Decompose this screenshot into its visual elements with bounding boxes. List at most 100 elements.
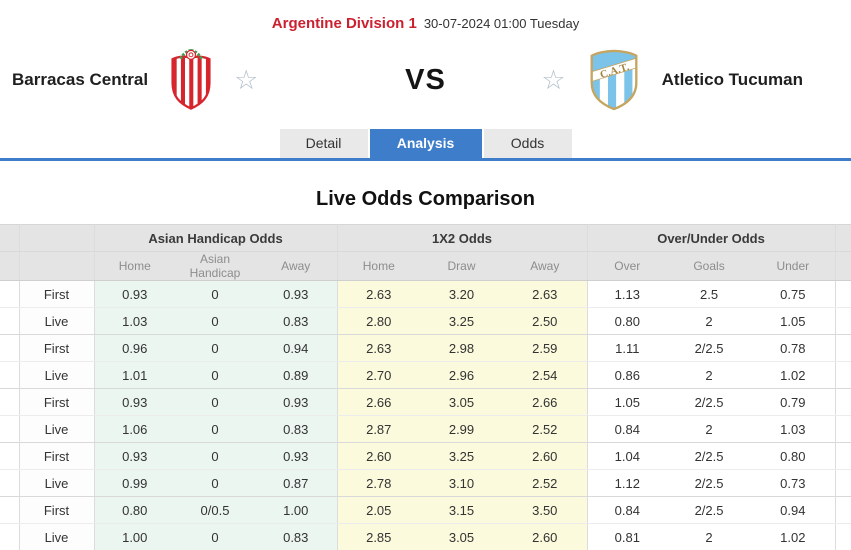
col-header-ah-home: Home: [93, 251, 175, 281]
ou-over-odds: 0.84: [586, 496, 668, 524]
tab-analysis[interactable]: Analysis: [369, 129, 482, 158]
ah-home-odds: 1.00: [93, 523, 175, 550]
edge-cell: [834, 280, 851, 308]
x2-draw-odds: 3.25: [420, 442, 503, 470]
col-header-ou-over: Over: [586, 251, 668, 281]
ou-under-odds: 0.73: [751, 469, 836, 497]
table-group-header-row: Asian Handicap Odds 1X2 Odds Over/Under …: [0, 224, 851, 252]
home-team-block: Barracas Central ☆: [12, 49, 258, 111]
ah-away-odds: 0.94: [255, 334, 337, 362]
group-header-over-under: Over/Under Odds: [586, 224, 836, 252]
home-team-logo-icon: [171, 49, 211, 110]
ou-goals-line: 2: [667, 415, 752, 443]
x2-draw-odds: 2.96: [420, 361, 503, 389]
odds-row-live-3: Live 1.06 0 0.83 2.87 2.99 2.52 0.84 2 1.03: [0, 415, 851, 443]
edge-cell: [834, 251, 851, 281]
x2-draw-odds: 3.05: [420, 388, 503, 416]
odds-row-first-2: First 0.96 0 0.94 2.63 2.98 2.59 1.11 2/2.5 0.78: [0, 334, 851, 362]
x2-draw-odds: 2.99: [420, 415, 503, 443]
edge-cell: [834, 469, 851, 497]
x2-away-odds: 2.59: [503, 334, 588, 362]
x2-away-odds: 2.60: [503, 442, 588, 470]
home-favorite-star-icon[interactable]: ☆: [234, 64, 259, 95]
row-type-label: First: [18, 334, 94, 362]
ou-over-odds: 0.84: [586, 415, 668, 443]
x2-home-odds: 2.70: [336, 361, 420, 389]
edge-cell: [834, 523, 851, 550]
ou-under-odds: 0.75: [751, 280, 836, 308]
ah-away-odds: 0.93: [255, 280, 337, 308]
edge-cell: [834, 442, 851, 470]
row-type-label: Live: [18, 469, 94, 497]
odds-row-live-2: Live 1.01 0 0.89 2.70 2.96 2.54 0.86 2 1.02: [0, 361, 851, 389]
ah-home-odds: 0.99: [93, 469, 175, 497]
x2-away-odds: 2.63: [503, 280, 588, 308]
league-name[interactable]: Argentine Division 1: [271, 15, 417, 32]
ah-home-odds: 0.80: [93, 496, 175, 524]
edge-cell: [834, 361, 851, 389]
ah-home-odds: 1.03: [93, 307, 175, 335]
edge-cell: [0, 361, 19, 389]
odds-row-first-5: First 0.80 0/0.5 1.00 2.05 3.15 3.50 0.84 2/2.5 0…: [0, 496, 851, 524]
ah-home-odds: 0.93: [93, 280, 175, 308]
ah-handicap-line: 0: [175, 523, 255, 550]
x2-home-odds: 2.87: [336, 415, 420, 443]
edge-cell: [0, 469, 19, 497]
ou-goals-line: 2/2.5: [667, 388, 752, 416]
x2-draw-odds: 3.05: [420, 523, 503, 550]
section-title: Live Odds Comparison: [316, 188, 535, 210]
ou-over-odds: 0.81: [586, 523, 668, 550]
edge-cell: [0, 388, 19, 416]
x2-home-odds: 2.63: [336, 280, 420, 308]
ah-away-odds: 0.83: [255, 523, 337, 550]
ou-over-odds: 1.04: [586, 442, 668, 470]
x2-away-odds: 2.54: [503, 361, 588, 389]
ah-away-odds: 0.83: [255, 307, 337, 335]
x2-draw-odds: 3.10: [420, 469, 503, 497]
away-team-name[interactable]: Atletico Tucuman: [661, 70, 803, 89]
col-header-ou-goals: Goals: [667, 251, 752, 281]
ah-handicap-line: 0/0.5: [175, 496, 255, 524]
ah-handicap-line: 0: [175, 388, 255, 416]
ou-goals-line: 2: [667, 523, 752, 550]
x2-away-odds: 2.50: [503, 307, 588, 335]
ah-handicap-line: 0: [175, 361, 255, 389]
ah-handicap-line: 0: [175, 334, 255, 362]
ou-goals-line: 2: [667, 307, 752, 335]
tab-odds[interactable]: Odds: [483, 129, 572, 158]
x2-home-odds: 2.85: [336, 523, 420, 550]
col-header-1x2-away: Away: [503, 251, 588, 281]
edge-cell: [834, 496, 851, 524]
away-team-block: ☆ C.A.T. Atletico Tucuman: [541, 48, 803, 112]
x2-home-odds: 2.63: [336, 334, 420, 362]
ou-goals-line: 2/2.5: [667, 442, 752, 470]
kickoff-datetime: 30-07-2024 01:00 Tuesday: [423, 16, 580, 31]
x2-draw-odds: 3.25: [420, 307, 503, 335]
ah-home-odds: 0.93: [93, 388, 175, 416]
teams-strip: Barracas Central ☆ VS: [0, 37, 851, 123]
ou-over-odds: 1.13: [586, 280, 668, 308]
ou-goals-line: 2/2.5: [667, 469, 752, 497]
table-column-header-row: Home Asian Handicap Away Home Draw Away …: [0, 251, 851, 281]
x2-draw-odds: 3.20: [420, 280, 503, 308]
ou-under-odds: 1.02: [751, 523, 836, 550]
x2-draw-odds: 3.15: [420, 496, 503, 524]
ah-home-odds: 1.06: [93, 415, 175, 443]
ou-over-odds: 1.12: [586, 469, 668, 497]
col-header-ah-handicap: Asian Handicap: [175, 251, 255, 281]
ou-under-odds: 0.78: [751, 334, 836, 362]
ah-home-odds: 1.01: [93, 361, 175, 389]
ah-handicap-line: 0: [175, 442, 255, 470]
tab-detail[interactable]: Detail: [279, 129, 368, 158]
row-type-label: First: [18, 388, 94, 416]
ah-handicap-line: 0: [175, 280, 255, 308]
ah-away-odds: 0.89: [255, 361, 337, 389]
ah-handicap-line: 0: [175, 415, 255, 443]
col-header-1x2-home: Home: [336, 251, 420, 281]
ou-over-odds: 1.05: [586, 388, 668, 416]
x2-home-odds: 2.66: [336, 388, 420, 416]
away-favorite-star-icon[interactable]: ☆: [541, 64, 566, 95]
active-tab-underline: [0, 158, 851, 161]
home-team-name[interactable]: Barracas Central: [12, 70, 149, 89]
